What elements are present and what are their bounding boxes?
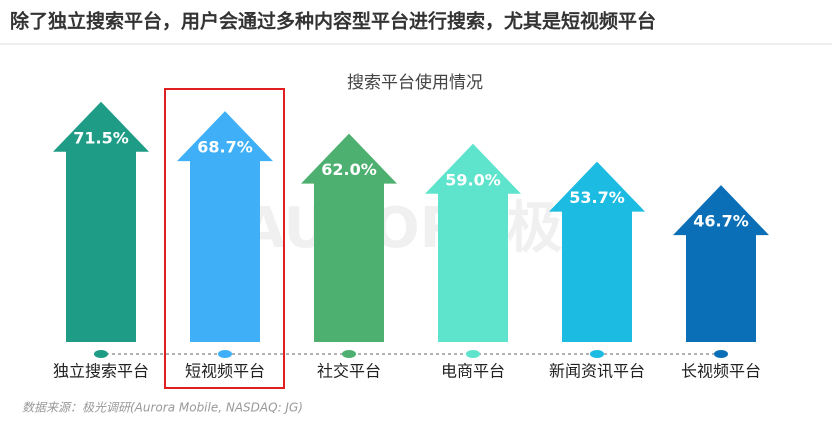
highlight-box [164,88,285,389]
chart-title: 搜索平台使用情况 [347,72,483,93]
arrow-bar [549,161,645,342]
value-label: 46.7% [693,212,749,231]
x-tick-label: 短视频平台 [185,362,265,381]
category-dot [714,350,728,358]
arrow-bar [301,133,397,342]
arrow-bar [673,185,769,342]
category-dot [94,350,108,358]
arrow-bar [53,101,149,342]
category-dot [590,350,604,358]
arrow-bar [177,111,273,342]
source: 数据来源：极光调研(Aurora Mobile, NASDAQ: JG) [22,401,303,415]
value-label: 59.0% [445,170,501,189]
value-label: 53.7% [569,188,625,207]
plot: 71.5% 独立搜索平台 68.7% 短视频平台 62.0% 社交平台 59.0% 电商平台 5… [53,101,769,381]
value-label: 68.7% [197,138,253,157]
x-tick-label: 长视频平台 [681,362,761,381]
x-tick-label: 独立搜索平台 [53,362,149,381]
value-label: 62.0% [321,160,377,179]
headline: 除了独立搜索平台，用户会通过多种内容型平台进行搜索，尤其是短视频平台 [10,10,656,33]
category-dot [466,350,480,358]
x-tick-label: 新闻资讯平台 [549,362,645,381]
x-tick-label: 电商平台 [441,362,505,381]
category-dot [342,350,356,358]
category-dot [218,350,232,358]
arrow-bar [425,143,521,342]
x-tick-label: 社交平台 [317,362,381,381]
value-label: 71.5% [73,128,129,147]
